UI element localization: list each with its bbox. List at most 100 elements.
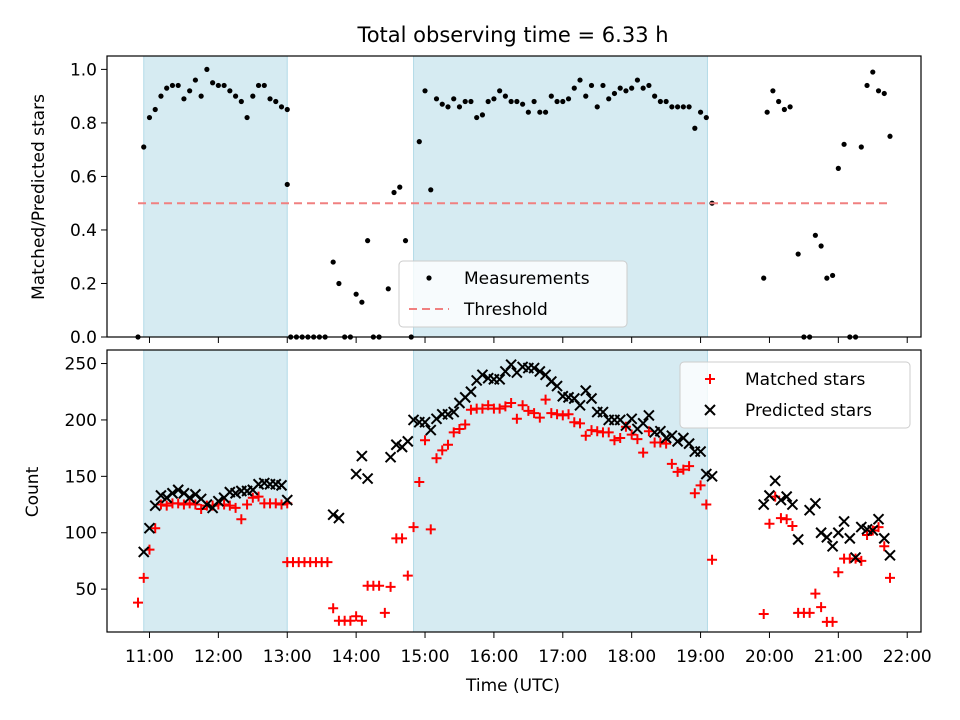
matched-point	[161, 500, 172, 511]
measurement-point	[141, 144, 147, 150]
measurement-point	[330, 259, 336, 265]
matched-point	[603, 427, 614, 438]
measurement-point	[181, 96, 187, 102]
x-tick-label: 14:00	[332, 647, 381, 667]
x-tick-label: 12:00	[194, 647, 243, 667]
measurement-point	[841, 141, 847, 147]
measurement-point	[215, 82, 221, 89]
y-tick-label: 150	[65, 467, 97, 487]
top-axes-frame	[106, 55, 922, 338]
predicted-point	[384, 451, 397, 463]
measurement-point	[397, 184, 403, 190]
predicted-point	[884, 549, 896, 562]
matched-point	[190, 499, 201, 510]
matched-point	[425, 524, 436, 535]
measurement-point	[278, 104, 285, 110]
y-tick-label: 0.6	[70, 167, 97, 187]
measurement-point	[761, 275, 767, 281]
predicted-point	[809, 497, 822, 510]
measurement-point	[267, 96, 273, 102]
measurement-point	[198, 93, 204, 99]
matched-point	[689, 488, 700, 499]
matched-point	[810, 588, 821, 599]
predicted-point	[465, 386, 477, 398]
measurement-point	[611, 90, 618, 97]
legend-label: Measurements	[464, 269, 590, 289]
measurement-point	[781, 106, 787, 113]
matched-point	[609, 435, 620, 446]
predicted-point	[671, 435, 684, 448]
measurement-point	[818, 243, 824, 249]
matched-point	[454, 423, 465, 434]
matched-point	[322, 557, 333, 568]
predicted-point	[849, 551, 862, 564]
measurement-point	[284, 106, 290, 113]
measurement-point	[204, 66, 210, 72]
measurement-point	[261, 82, 267, 89]
measurement-point	[657, 98, 663, 105]
y-tick-label: 0.2	[70, 274, 97, 294]
matched-point	[247, 492, 258, 503]
predicted-point	[706, 470, 718, 483]
predicted-point	[625, 413, 638, 425]
measurement-point	[770, 88, 776, 94]
measurement-point	[525, 109, 531, 115]
measurement-point	[577, 77, 583, 83]
x-axis-label: Time (UTC)	[465, 676, 560, 696]
top-shaded-span-1	[143, 55, 288, 338]
matched-point	[345, 615, 356, 626]
measurement-point	[588, 82, 595, 89]
measurement-point	[491, 96, 497, 102]
matched-point	[695, 480, 706, 491]
matched-point	[397, 533, 408, 544]
matched-point	[270, 498, 281, 509]
predicted-point	[878, 532, 890, 545]
measurement-point	[600, 82, 606, 89]
matched-point	[638, 447, 649, 458]
y-tick-label: 0.8	[70, 114, 97, 134]
matched-point	[408, 522, 419, 533]
matched-point	[879, 541, 890, 552]
matched-point	[546, 408, 557, 419]
measurement-point	[870, 69, 876, 75]
predicted-point	[769, 475, 781, 487]
measurement-point	[391, 189, 397, 196]
matched-point	[592, 426, 603, 437]
matched-point	[442, 439, 453, 450]
matched-point	[557, 410, 568, 421]
matched-point	[483, 400, 494, 411]
measurement-point	[571, 85, 577, 91]
y-tick-label: 200	[65, 411, 97, 431]
measurement-point	[663, 98, 669, 105]
predicted-point	[637, 417, 649, 430]
y-tick-label: 50	[75, 580, 97, 600]
measurement-point	[284, 181, 290, 188]
measurement-point	[829, 272, 836, 279]
bottom-panel: 50 100 150 200 250 11:00 12:00 13:00 14:00 15:00 1…	[65, 349, 932, 667]
matched-point	[431, 453, 442, 464]
legend-dot-icon	[426, 275, 432, 281]
measurement-point	[887, 133, 893, 139]
predicted-point	[356, 450, 368, 462]
predicted-point	[786, 498, 799, 511]
measurement-point	[187, 88, 193, 94]
matched-point	[511, 413, 522, 424]
measurement-point	[146, 114, 153, 121]
measurement-point	[795, 251, 801, 257]
measurement-point	[468, 98, 474, 105]
matched-point	[517, 400, 528, 411]
bottom-shaded-span-2	[413, 349, 708, 633]
measurement-point	[433, 96, 440, 102]
measurement-point	[675, 104, 681, 110]
matched-point	[632, 434, 643, 445]
y-tick-label: 0.0	[70, 328, 97, 348]
measurement-point	[652, 93, 658, 99]
measurement-point	[238, 98, 244, 105]
measurement-point	[554, 98, 560, 105]
x-tick-label: 22:00	[883, 647, 932, 667]
predicted-point	[448, 406, 460, 418]
x-tick-label: 19:00	[676, 647, 725, 667]
matched-point	[253, 491, 264, 502]
predicted-point	[419, 416, 431, 428]
measurement-point	[485, 98, 491, 105]
